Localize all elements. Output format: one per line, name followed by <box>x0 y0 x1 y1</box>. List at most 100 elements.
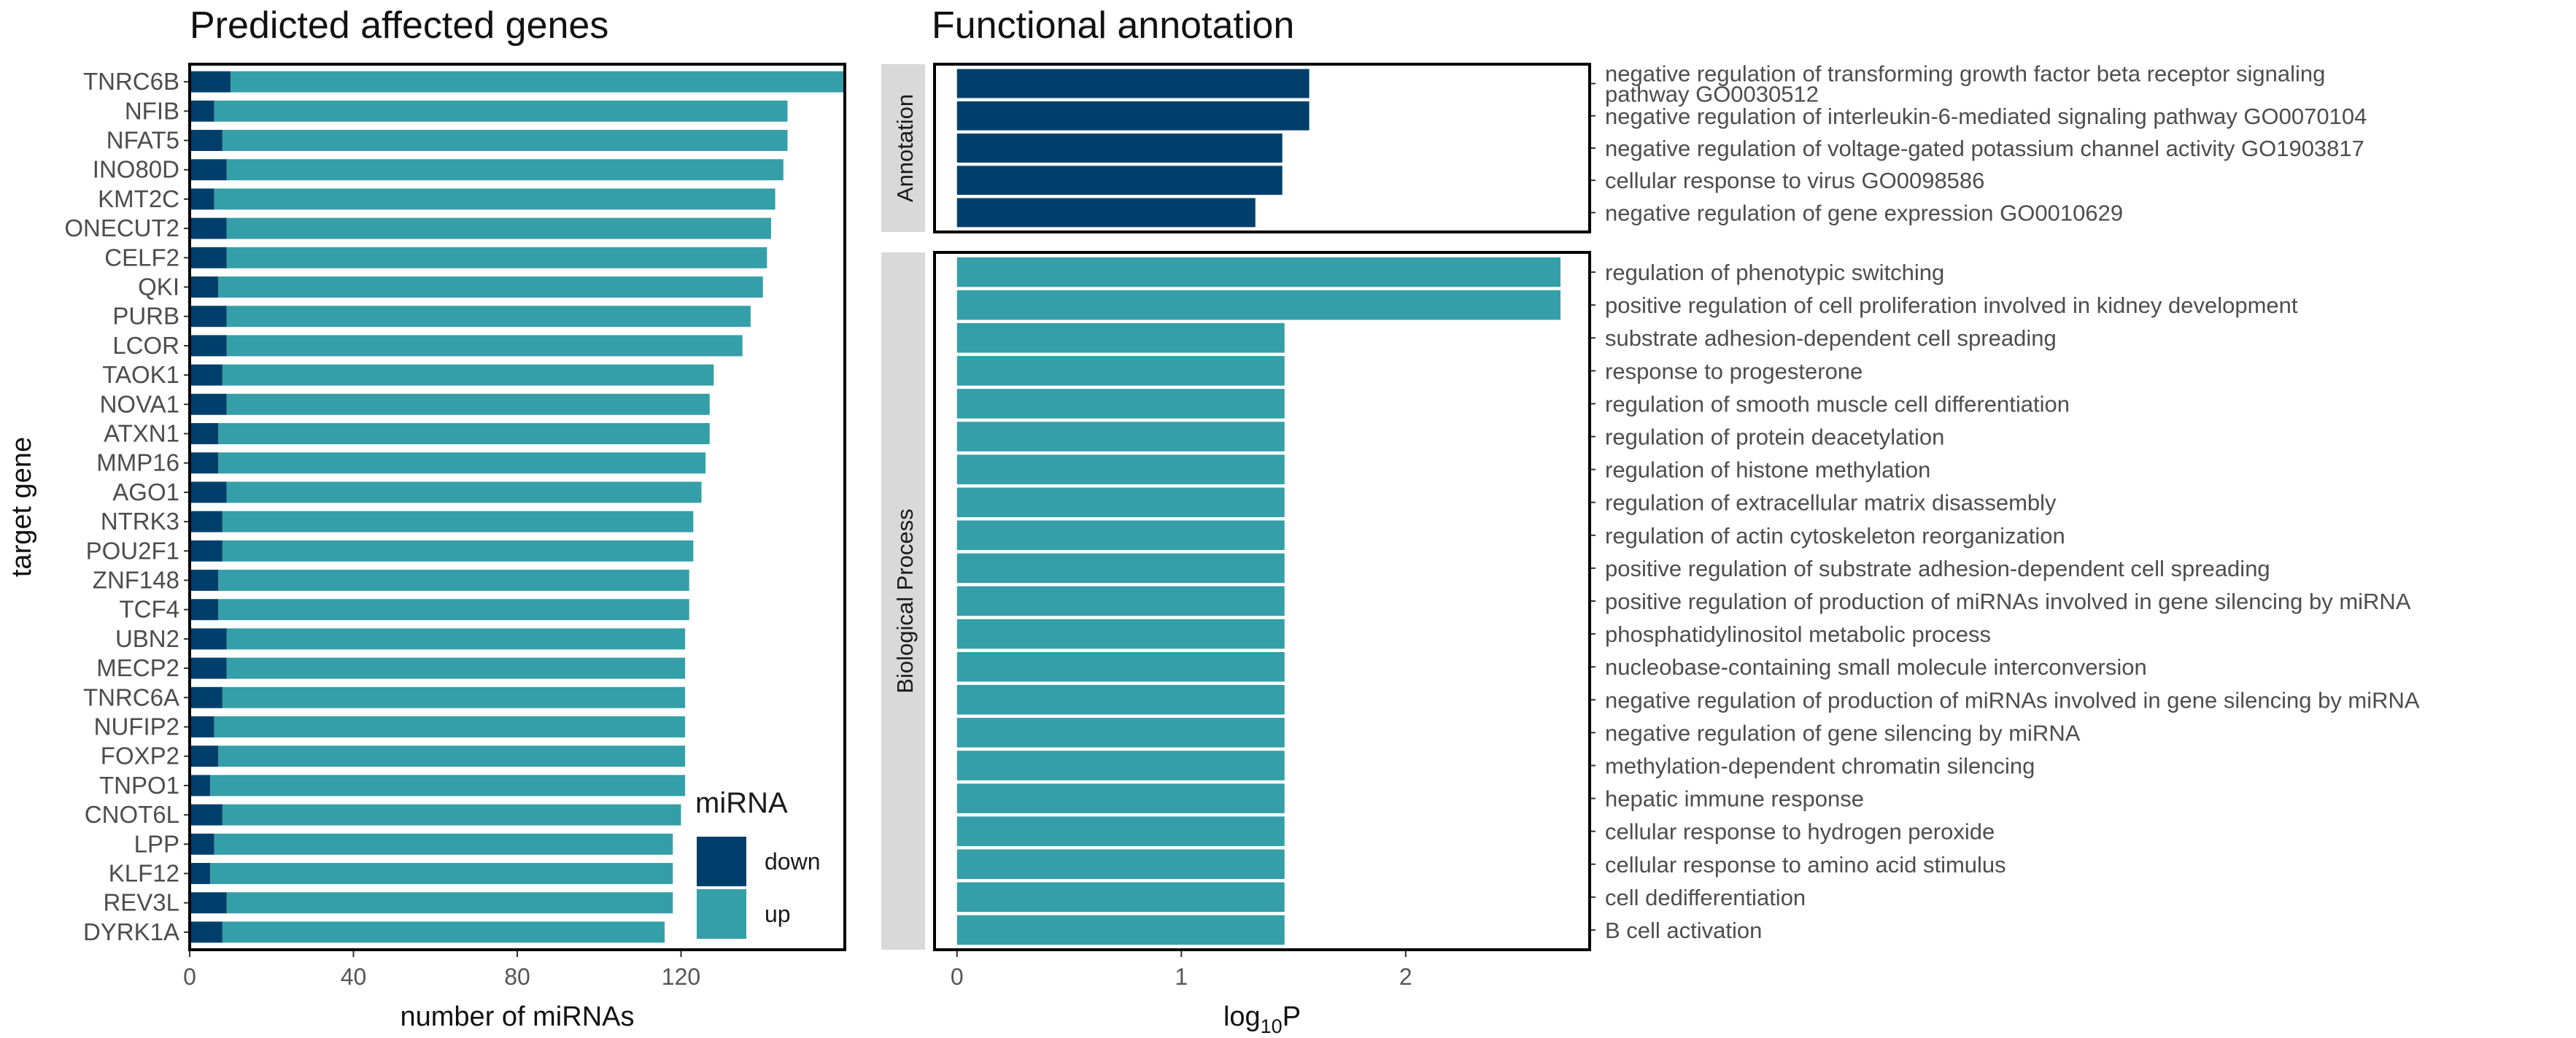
gene-label-TNPO1: TNPO1 <box>99 772 179 799</box>
gene-label-LCOR: LCOR <box>112 332 179 359</box>
annotation-panel-border <box>933 63 1591 233</box>
x-tick-label-80: 80 <box>504 964 530 990</box>
term-label-1-10: positive regulation of production of miR… <box>1605 589 2411 614</box>
bar-CNOT6L-up <box>222 804 681 826</box>
bar-NTRK3-down <box>190 511 223 532</box>
term-label-1-12: nucleobase-containing small molecule int… <box>1605 654 2147 680</box>
bar-ONECUT2-up <box>226 217 771 239</box>
bar-KMT2C-up <box>214 188 775 210</box>
bar-PURB-down <box>190 306 227 328</box>
term-label-1-0: regulation of phenotypic switching <box>1605 260 1944 285</box>
gene-label-POU2F1: POU2F1 <box>86 537 179 564</box>
gene-label-TNRC6B: TNRC6B <box>83 68 179 95</box>
bar-MECP2-up <box>226 657 686 679</box>
gene-label-PURB: PURB <box>112 303 179 330</box>
gene-label-NOVA1: NOVA1 <box>100 390 179 417</box>
right-bars <box>956 69 1561 945</box>
term-bar-1-9 <box>956 553 1285 584</box>
term-bar-1-4 <box>956 389 1285 419</box>
term-bar-1-16 <box>956 783 1285 813</box>
term-bar-1-20 <box>956 915 1285 945</box>
left-x-ticks: 0 40 80 120 <box>183 950 700 990</box>
term-bar-1-6 <box>956 454 1285 484</box>
bar-NFIB-down <box>190 100 214 122</box>
term-bar-1-14 <box>956 718 1285 748</box>
term-label-0-2: negative regulation of voltage-gated pot… <box>1605 136 2364 161</box>
bar-DYRK1A-up <box>222 921 665 943</box>
term-label-1-5: regulation of protein deacetylation <box>1605 425 1944 450</box>
bar-NFIB-up <box>214 100 788 122</box>
gene-label-NTRK3: NTRK3 <box>101 508 179 535</box>
term-bar-1-12 <box>956 651 1285 682</box>
term-label-0-3: cellular response to virus GO0098586 <box>1605 168 1984 193</box>
bar-AGO1-down <box>190 481 227 503</box>
term-bar-0-0 <box>956 69 1310 98</box>
bar-KMT2C-down <box>190 188 214 210</box>
term-bar-1-7 <box>956 487 1285 518</box>
legend-title: miRNA <box>695 787 788 819</box>
term-label-1-18: cellular response to amino acid stimulus <box>1605 852 2006 878</box>
strip-label-biological-process: Biological Process <box>892 508 918 693</box>
bar-TNPO1-up <box>210 775 686 797</box>
gene-label-QKI: QKI <box>138 274 179 301</box>
term-label-1-17: cellular response to hydrogen peroxide <box>1605 819 1995 845</box>
term-bar-0-3 <box>956 166 1283 195</box>
term-bar-1-2 <box>956 322 1285 353</box>
term-label-1-16: hepatic immune response <box>1605 786 1864 812</box>
gene-label-TNRC6A: TNRC6A <box>83 683 179 710</box>
x-tick-label-0: 0 <box>183 964 196 990</box>
term-label-1-15: methylation-dependent chromatin silencin… <box>1605 753 2035 778</box>
term-label-1-19: cell dedifferentiation <box>1605 885 1806 910</box>
bar-UBN2-down <box>190 628 227 650</box>
bar-NFAT5-up <box>222 130 788 151</box>
gene-label-UBN2: UBN2 <box>115 625 179 652</box>
strip-label-annotation: Annotation <box>892 94 918 202</box>
term-bar-1-13 <box>956 684 1285 715</box>
term-label-1-1: positive regulation of cell proliferatio… <box>1605 293 2298 318</box>
legend-label-down: down <box>765 848 821 875</box>
bar-ATXN1-up <box>218 423 710 444</box>
bar-TNRC6B-down <box>190 71 231 93</box>
gene-label-NUFIP2: NUFIP2 <box>94 713 179 740</box>
bar-INO80D-up <box>226 159 784 181</box>
gene-label-CNOT6L: CNOT6L <box>85 801 179 828</box>
bar-NTRK3-up <box>222 511 694 532</box>
term-label-1-2: substrate adhesion-dependent cell spread… <box>1605 325 2057 351</box>
bar-FOXP2-up <box>218 745 686 767</box>
bar-MMP16-up <box>218 452 706 474</box>
left-bars <box>190 71 845 943</box>
gene-label-LPP: LPP <box>134 830 179 857</box>
right-x-ticks: 0 1 2 <box>951 950 1412 990</box>
term-label-1-7: regulation of extracellular matrix disas… <box>1605 490 2057 516</box>
term-bar-0-1 <box>956 101 1310 131</box>
term-bar-0-4 <box>956 198 1256 228</box>
bar-TAOK1-down <box>190 364 223 386</box>
gene-label-DYRK1A: DYRK1A <box>83 918 179 945</box>
gene-label-TCF4: TCF4 <box>120 596 180 623</box>
right-x-tick-label-2: 2 <box>1399 964 1412 990</box>
bar-NUFIP2-down <box>190 716 214 737</box>
term-label-1-9: positive regulation of substrate adhesio… <box>1605 556 2270 581</box>
bar-CNOT6L-down <box>190 804 223 826</box>
term-label-1-3: response to progesterone <box>1605 358 1863 384</box>
term-label-0-1: negative regulation of interleukin-6-med… <box>1605 104 2367 129</box>
bar-NFAT5-down <box>190 130 223 151</box>
gene-label-REV3L: REV3L <box>103 889 179 916</box>
bar-POU2F1-up <box>222 540 694 562</box>
gene-label-MECP2: MECP2 <box>96 654 179 681</box>
bar-LCOR-up <box>226 335 743 357</box>
gene-label-NFAT5: NFAT5 <box>107 127 179 154</box>
left-x-axis-label: number of miRNAs <box>401 1002 635 1032</box>
left-y-axis-label: target gene <box>7 437 37 577</box>
x-tick-label-120: 120 <box>662 964 700 990</box>
right-x-tick-label-1: 1 <box>1175 964 1188 990</box>
right-term-labels: negative regulation of transforming grow… <box>1590 61 2420 943</box>
legend-swatch-down <box>697 837 746 886</box>
term-label-1-4: regulation of smooth muscle cell differe… <box>1605 391 2070 417</box>
gene-label-INO80D: INO80D <box>93 156 179 183</box>
gene-label-CELF2: CELF2 <box>104 244 179 271</box>
left-chart-title: Predicted affected genes <box>190 4 608 47</box>
term-bar-1-5 <box>956 422 1285 452</box>
